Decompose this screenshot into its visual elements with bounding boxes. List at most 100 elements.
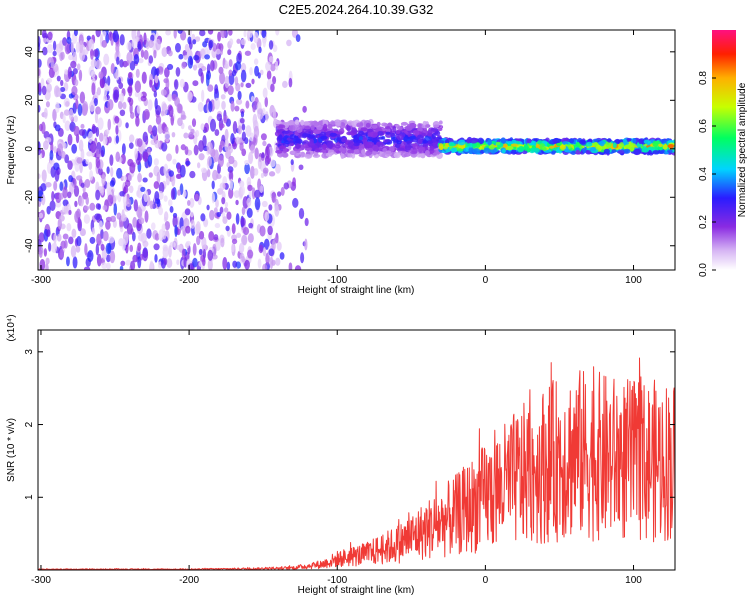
spectrogram-cell (116, 167, 123, 179)
spectrogram-cell (79, 161, 83, 174)
spectrogram-cell (40, 183, 47, 192)
spectrogram-cell (114, 115, 120, 124)
spectrogram-cell (121, 143, 126, 155)
spectrogram-cell (168, 170, 174, 177)
spectrogram-cell (60, 150, 66, 159)
spectrogram-cell (244, 259, 250, 270)
spectrogram-cell (233, 190, 240, 199)
spectrogram-cell (45, 101, 50, 108)
spectrogram-cell (417, 126, 423, 133)
spectrogram-cell (624, 144, 631, 149)
spectrogram-cell (128, 71, 133, 79)
spectrogram-cell (134, 148, 138, 160)
spectrogram-cell (302, 105, 307, 113)
spectrogram-cell (483, 147, 491, 154)
spectrogram-cell (241, 255, 246, 263)
spectrogram-cell (307, 142, 315, 147)
spectrogram-cell (166, 63, 174, 70)
spectrogram-cell (121, 238, 126, 251)
spectrogram-cell (66, 223, 72, 232)
spectrogram-cell (140, 49, 145, 58)
spectrogram-cell (189, 197, 195, 208)
spectrogram-cell (154, 191, 160, 202)
spectrogram-cell (218, 144, 223, 153)
spectrogram-cell (66, 191, 72, 199)
spectrogram-cell (104, 129, 110, 135)
spectrogram-cell (53, 233, 57, 244)
spectrogram-cell (96, 253, 102, 267)
snr-x-label: Height of straight line (km) (298, 585, 415, 596)
spectrogram-cell (236, 232, 242, 239)
spectrogram-cell (304, 154, 311, 158)
spectrogram-cell (91, 227, 96, 235)
spectrogram-cell (200, 213, 206, 222)
spectrogram-cell (149, 79, 153, 88)
spectrogram-cell (240, 69, 247, 83)
spectrogram-cell (109, 250, 116, 264)
spectrogram-cell (240, 38, 247, 46)
spectrogram-cell (230, 100, 235, 112)
spectrogram-cell (270, 63, 276, 72)
spectrogram-cell (76, 235, 82, 247)
spectrogram-cell (329, 132, 338, 137)
spectrogram-cell (378, 136, 384, 140)
spectrogram-cell (249, 66, 253, 76)
spectrogram-cell (80, 123, 85, 129)
spectrogram-cell (198, 140, 204, 152)
spectrogram-cell (278, 134, 283, 141)
spectrogram-cell (105, 254, 111, 263)
spectrogram-cell (89, 202, 96, 211)
spectrogram-cell (66, 256, 70, 267)
spectrogram-cell (220, 94, 226, 100)
spectrogram-cell (120, 214, 127, 222)
spectrogram-cell (381, 122, 388, 127)
spectrogram-cell (208, 39, 214, 49)
spectrogram-cell (137, 242, 142, 252)
spectrogram-cell (431, 133, 436, 140)
spectrogram-cell (412, 144, 420, 150)
spectrogram-cell (207, 84, 214, 92)
spectrogram-cell (189, 170, 196, 179)
spectrogram-cell (229, 38, 234, 46)
spectrogram-cell (302, 140, 309, 145)
spectrogram-cell (153, 158, 159, 166)
spectrogram-cell (242, 196, 249, 209)
spectrogram-cell (222, 257, 228, 270)
spectrogram-cell (175, 66, 181, 77)
spectrogram-cell (244, 159, 250, 166)
spectrogram-cell (267, 225, 273, 236)
spectrogram-cell (389, 145, 395, 152)
spectrogram-cell (52, 40, 57, 51)
spectrogram-cell (384, 150, 392, 157)
spectrogram-cell (268, 248, 275, 257)
spectrogram-cell (105, 220, 111, 230)
spectrogram-cell (98, 71, 104, 79)
spectrogram-cell (63, 142, 67, 150)
spectrogram-cell (250, 42, 256, 51)
spectrogram-cell (82, 49, 89, 56)
spectrogram-cell (138, 217, 145, 225)
spectrogram-cell (115, 125, 119, 135)
spectrogram-cell (163, 258, 168, 266)
spectrogram-cell (593, 142, 599, 147)
spectrogram-cell (334, 144, 341, 149)
spectrogram-cell (356, 122, 364, 128)
x-tick-label: -300 (31, 575, 51, 586)
spectrogram-cell (68, 175, 73, 183)
spectrogram-cell (62, 186, 68, 199)
spectrogram-cell (161, 142, 168, 152)
spectrogram-cell (119, 190, 125, 197)
spectrogram-cell (347, 153, 353, 158)
spectrogram-cell (221, 197, 226, 205)
spectrogram-cell (243, 30, 247, 38)
spectrogram-cell (193, 131, 198, 145)
spectrogram-cell (136, 138, 143, 148)
spectrogram-cell (241, 185, 245, 196)
spectrogram-cell (41, 30, 47, 39)
spectrogram-cell (46, 229, 51, 237)
spectrogram-cell (115, 46, 120, 57)
spectrogram-cell (96, 233, 102, 246)
spectrogram-cell (245, 125, 252, 137)
spectrogram-cell (589, 147, 597, 152)
spectrogram-cell (392, 126, 397, 133)
